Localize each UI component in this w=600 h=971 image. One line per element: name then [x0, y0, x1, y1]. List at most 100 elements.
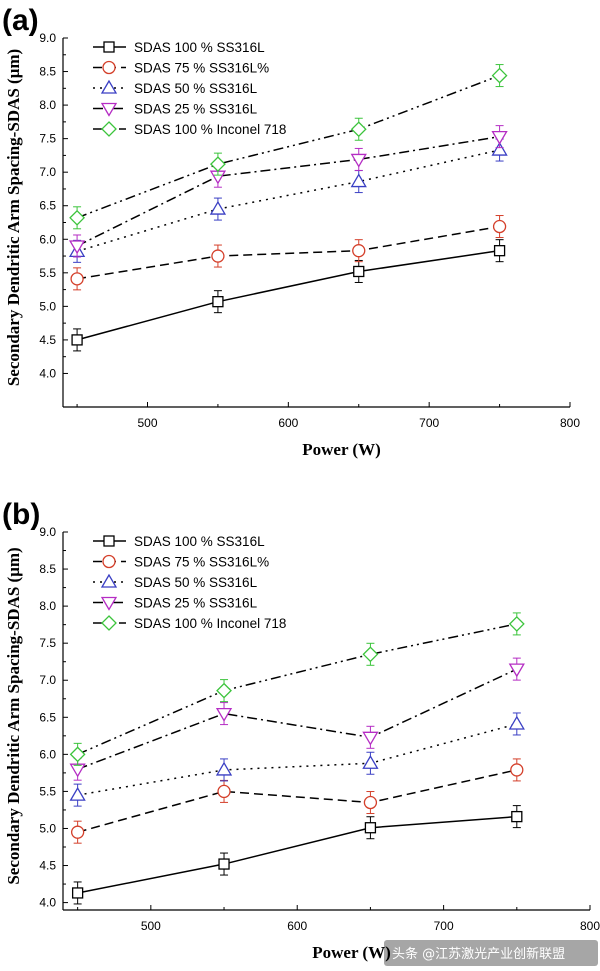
legend-label: SDAS 100 % Inconel 718: [134, 616, 286, 631]
panel-label: (a): [2, 4, 39, 37]
data-point: [209, 156, 226, 173]
data-point: [362, 754, 379, 769]
y-tick-label: 4.5: [39, 333, 56, 347]
data-point: [362, 731, 379, 746]
y-tick-label: 4.0: [39, 366, 56, 380]
y-tick-label: 6.0: [39, 232, 56, 246]
data-point: [350, 121, 367, 138]
series-line: [77, 769, 517, 833]
data-point: [69, 763, 86, 778]
data-point: [212, 296, 224, 308]
x-axis-title: Power (W): [302, 440, 381, 459]
series-3: [69, 657, 525, 781]
data-point: [350, 153, 367, 168]
data-point: [352, 244, 366, 258]
y-tick-label: 8.0: [39, 98, 56, 112]
data-point: [491, 141, 508, 156]
legend-marker: [100, 596, 118, 611]
series-1: [70, 758, 524, 844]
legend-label: SDAS 75 % SS316L%: [134, 61, 269, 76]
legend-marker: [103, 41, 115, 53]
x-tick-label: 500: [137, 416, 157, 430]
y-tick-label: 9.0: [39, 31, 56, 45]
x-tick-label: 500: [141, 919, 161, 933]
legend: SDAS 100 % SS316L SDAS 75 % SS316L% SDAS 5…: [93, 40, 286, 137]
data-point: [71, 334, 83, 346]
data-point: [508, 663, 525, 678]
y-axis-title: Secondary Dendritic Arm Spacing-SDAS (μm…: [4, 49, 23, 386]
legend-label: SDAS 50 % SS316L: [134, 81, 258, 96]
legend-marker: [101, 615, 117, 631]
series-line: [76, 249, 500, 341]
watermark: 头条 @江苏激光产业创新联盟: [392, 946, 565, 962]
y-tick-label: 6.0: [39, 747, 56, 761]
panel-a: (a) 4.0 4.5 5.0 5.5 6.0 6.5 7.0 7.5 8.0 8.5 9.0 500 6…: [2, 4, 580, 459]
data-point: [215, 761, 233, 776]
panel-label: (b): [2, 498, 40, 531]
series-0: [71, 239, 506, 352]
data-point: [216, 682, 232, 699]
series-line: [77, 815, 517, 894]
legend-label: SDAS 25 % SS316L: [134, 102, 258, 117]
y-tick-label: 7.5: [39, 132, 56, 146]
x-tick-label: 600: [278, 416, 298, 430]
data-point: [218, 858, 230, 870]
series-2: [69, 712, 525, 807]
data-point: [217, 784, 231, 799]
y-tick-label: 7.0: [39, 165, 56, 179]
data-point: [69, 209, 86, 226]
legend-marker: [102, 60, 116, 75]
y-tick-label: 8.5: [39, 65, 56, 79]
data-point: [353, 265, 365, 278]
legend-marker: [102, 554, 116, 569]
x-tick-label: 800: [560, 416, 580, 430]
series-line: [76, 135, 500, 247]
legend: SDAS 100 % SS316L SDAS 75 % SS316L% SDAS 5…: [93, 534, 286, 631]
data-point: [510, 763, 524, 777]
data-point: [68, 240, 86, 255]
series-line: [76, 74, 500, 219]
data-point: [511, 810, 523, 823]
series-2: [68, 138, 508, 263]
legend-label: SDAS 100 % SS316L: [134, 40, 265, 55]
y-axis-title: Secondary Dendritic Arm Spacing-SDAS (μm…: [4, 547, 23, 884]
data-point: [508, 615, 525, 632]
series-line: [77, 668, 518, 770]
data-point: [71, 887, 84, 899]
data-point: [70, 272, 84, 286]
legend-label: SDAS 100 % Inconel 718: [134, 122, 286, 137]
series-line: [77, 623, 517, 756]
legend-label: SDAS 100 % SS316L: [134, 534, 265, 549]
y-tick-label: 7.0: [39, 673, 56, 687]
legend-marker: [103, 535, 115, 547]
x-tick-label: 700: [419, 416, 439, 430]
data-point: [69, 746, 86, 763]
y-tick-label: 5.5: [39, 784, 56, 798]
y-tick-label: 5.0: [39, 299, 56, 313]
data-point: [69, 786, 86, 801]
y-tick-label: 4.0: [39, 896, 56, 910]
x-axis-title: Power (W): [312, 943, 391, 962]
panel-b: (b) 4.0 4.5 5.0 5.5 6.0 6.5 7.0 7.5 8.0 8.5 9.0 500 6…: [2, 498, 600, 962]
legend-marker: [100, 573, 118, 588]
data-point: [350, 173, 367, 188]
series-3: [68, 125, 508, 258]
legend-marker: [100, 79, 118, 94]
y-tick-label: 6.5: [39, 199, 56, 213]
legend-label: SDAS 75 % SS316L%: [134, 555, 269, 570]
x-tick-label: 600: [287, 919, 307, 933]
y-tick-label: 8.5: [39, 562, 56, 576]
data-point: [493, 245, 506, 257]
data-point: [362, 646, 379, 663]
x-tick-label: 700: [434, 919, 454, 933]
watermark-backdrop: [384, 940, 598, 966]
legend-marker: [101, 121, 117, 137]
data-point: [364, 822, 377, 834]
legend-label: SDAS 25 % SS316L: [134, 596, 258, 611]
data-point: [211, 249, 225, 263]
data-point: [209, 200, 227, 215]
data-point: [70, 825, 85, 839]
y-tick-label: 9.0: [39, 525, 56, 539]
y-tick-label: 8.0: [39, 599, 56, 613]
